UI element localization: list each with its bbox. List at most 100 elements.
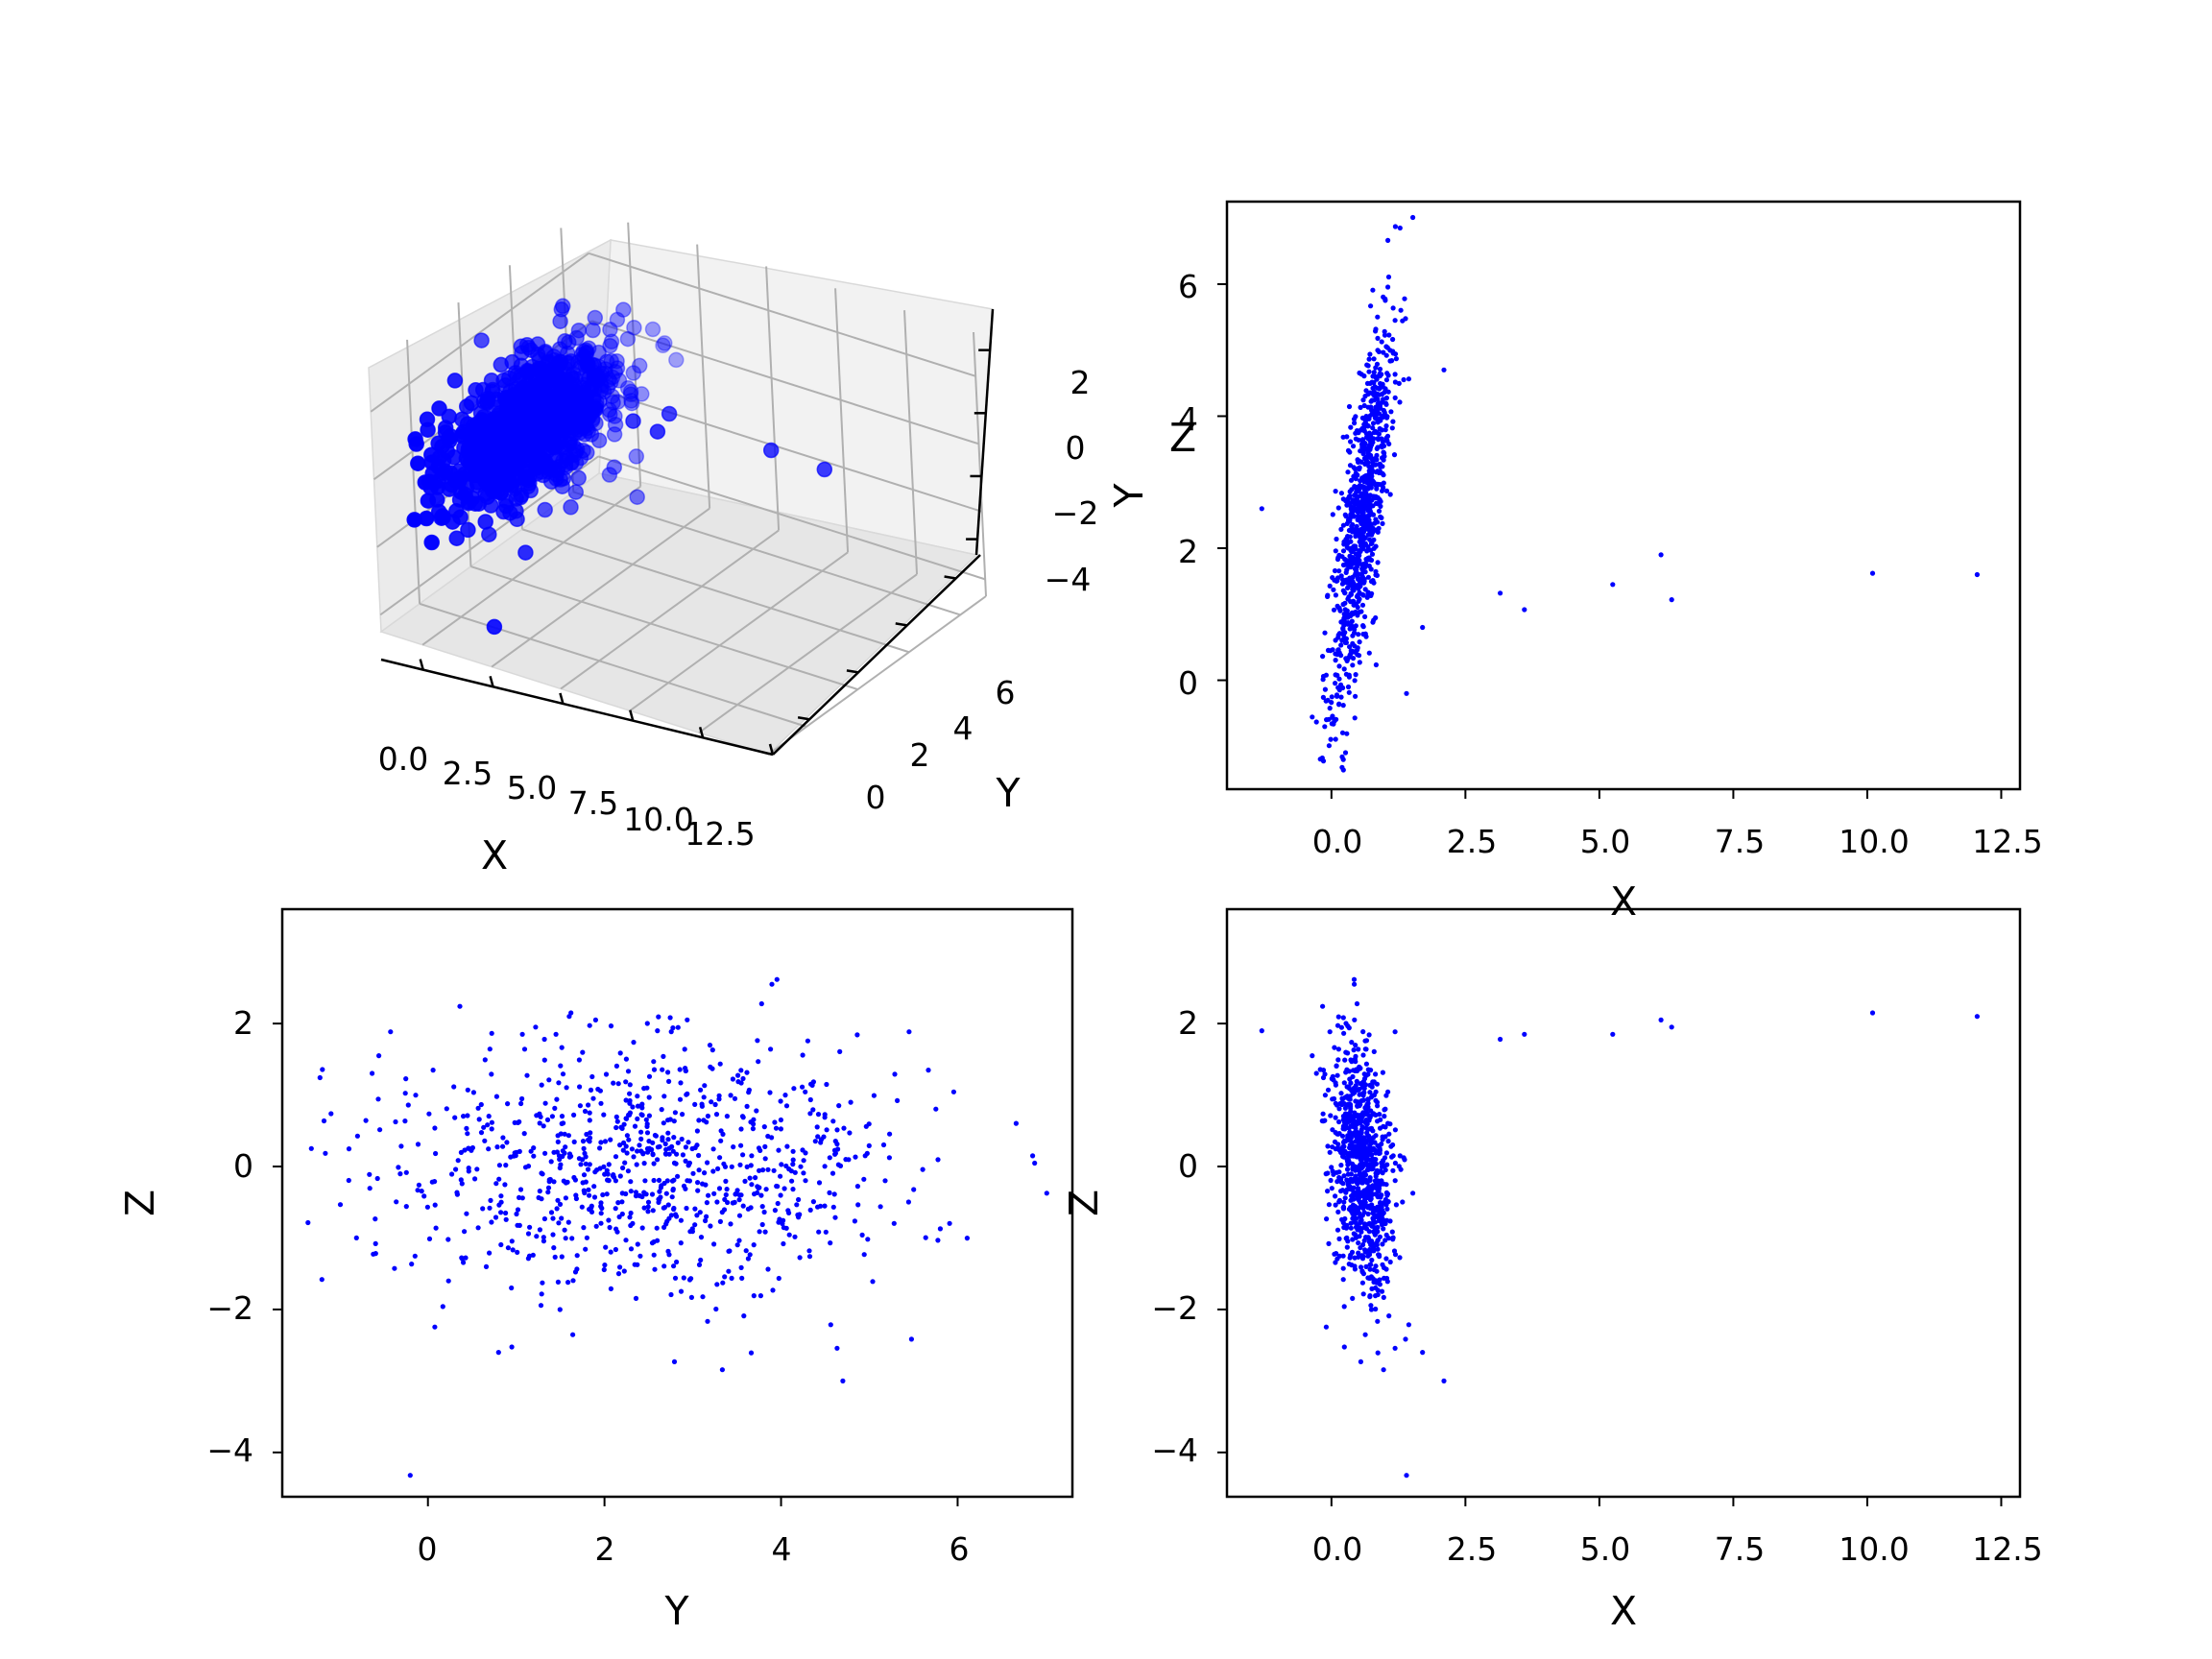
data-point bbox=[1351, 1191, 1357, 1198]
data-point bbox=[701, 1094, 707, 1100]
data-point bbox=[831, 1191, 837, 1197]
data-point bbox=[623, 1190, 629, 1197]
data-point bbox=[591, 1194, 598, 1200]
data-point bbox=[388, 1029, 394, 1035]
data-point bbox=[646, 1073, 653, 1079]
data-point bbox=[1342, 1057, 1348, 1063]
data-point-3d bbox=[629, 489, 645, 505]
data-point bbox=[1359, 1269, 1365, 1275]
data-points bbox=[1259, 214, 1980, 773]
data-point bbox=[781, 1240, 786, 1247]
data-point bbox=[756, 1059, 761, 1065]
data-point bbox=[1387, 1259, 1393, 1265]
data-point bbox=[650, 1140, 656, 1145]
data-point bbox=[619, 1211, 625, 1217]
data-point bbox=[1375, 1103, 1381, 1109]
data-point bbox=[1392, 1029, 1398, 1035]
data-point bbox=[627, 1082, 633, 1088]
data-point bbox=[461, 1114, 467, 1119]
data-point bbox=[830, 1118, 836, 1124]
grid-line bbox=[572, 491, 961, 616]
data-point bbox=[1380, 1162, 1385, 1167]
data-point bbox=[569, 1236, 575, 1241]
data-point bbox=[486, 1146, 492, 1152]
data-point bbox=[1345, 1023, 1351, 1029]
data-point bbox=[1044, 1190, 1049, 1196]
data-point bbox=[449, 1171, 455, 1177]
data-point bbox=[1358, 1097, 1364, 1104]
y-tick-label: 6 bbox=[1178, 268, 1198, 305]
data-point bbox=[485, 1122, 491, 1128]
data-point bbox=[935, 1157, 941, 1163]
data-point bbox=[783, 1103, 790, 1109]
data-point bbox=[478, 1130, 485, 1136]
data-point bbox=[1364, 458, 1370, 465]
data-point bbox=[1359, 1280, 1365, 1286]
data-point bbox=[1352, 678, 1358, 684]
data-point bbox=[800, 1052, 805, 1058]
data-point bbox=[1383, 1266, 1389, 1272]
data-point bbox=[1366, 650, 1372, 656]
data-point bbox=[1340, 1277, 1346, 1283]
data-point bbox=[680, 1112, 685, 1118]
scatter-3d-plot: 0.0 2.5 5.0 7.5 10.0 12.5 X 0 2 4 6 Y 2 … bbox=[368, 222, 1196, 878]
data-point bbox=[651, 1177, 657, 1184]
data-point bbox=[1366, 494, 1372, 500]
data-point bbox=[1336, 663, 1342, 669]
data-point-3d bbox=[557, 333, 573, 349]
data-point bbox=[1344, 1177, 1350, 1183]
data-point-3d bbox=[668, 351, 685, 369]
data-point bbox=[503, 1210, 509, 1216]
data-point bbox=[584, 1235, 590, 1240]
data-point bbox=[671, 1135, 677, 1141]
data-point bbox=[1333, 592, 1338, 598]
data-point bbox=[824, 1081, 830, 1088]
data-point bbox=[759, 1204, 765, 1210]
data-point bbox=[1328, 1113, 1334, 1118]
data-point bbox=[1344, 1102, 1350, 1108]
data-point bbox=[608, 1023, 614, 1029]
data-point bbox=[655, 1238, 661, 1243]
data-point bbox=[1382, 298, 1388, 303]
data-point bbox=[736, 1213, 743, 1218]
data-point bbox=[1669, 597, 1674, 603]
data-point bbox=[1366, 1229, 1372, 1235]
data-point bbox=[1374, 376, 1380, 382]
data-point bbox=[1342, 600, 1348, 606]
data-point bbox=[557, 1201, 564, 1207]
data-point bbox=[1359, 1205, 1365, 1211]
x-tick-label: 2.5 bbox=[1447, 823, 1497, 860]
data-point bbox=[1381, 449, 1386, 455]
data-point bbox=[634, 1162, 639, 1167]
data-point bbox=[373, 1240, 378, 1246]
data-point bbox=[1323, 698, 1329, 704]
data-point bbox=[397, 1171, 403, 1177]
data-point bbox=[792, 1234, 798, 1239]
data-point bbox=[1375, 1118, 1381, 1124]
data-point bbox=[703, 1217, 709, 1224]
data-point bbox=[659, 1107, 664, 1113]
data-point-3d bbox=[585, 322, 601, 339]
data-point bbox=[1390, 419, 1396, 424]
data-point bbox=[1341, 666, 1347, 672]
data-point bbox=[1378, 1218, 1383, 1224]
data-point bbox=[1358, 1358, 1363, 1364]
data-point bbox=[627, 1100, 633, 1106]
data-point bbox=[685, 1178, 690, 1184]
data-point bbox=[1522, 1031, 1527, 1037]
data-point bbox=[1351, 976, 1358, 982]
data-point bbox=[635, 1148, 640, 1154]
data-point bbox=[1410, 1190, 1416, 1196]
data-point bbox=[474, 1166, 480, 1172]
data-point bbox=[734, 1242, 740, 1248]
data-point bbox=[737, 1162, 743, 1167]
data-point bbox=[774, 1183, 780, 1190]
data-point bbox=[1356, 1046, 1361, 1052]
data-point bbox=[515, 1249, 520, 1255]
data-point bbox=[824, 1127, 830, 1133]
data-point bbox=[465, 1131, 470, 1137]
data-point bbox=[635, 1103, 641, 1109]
data-point bbox=[308, 1145, 314, 1151]
data-point bbox=[1333, 1115, 1338, 1120]
data-point bbox=[541, 1057, 547, 1063]
